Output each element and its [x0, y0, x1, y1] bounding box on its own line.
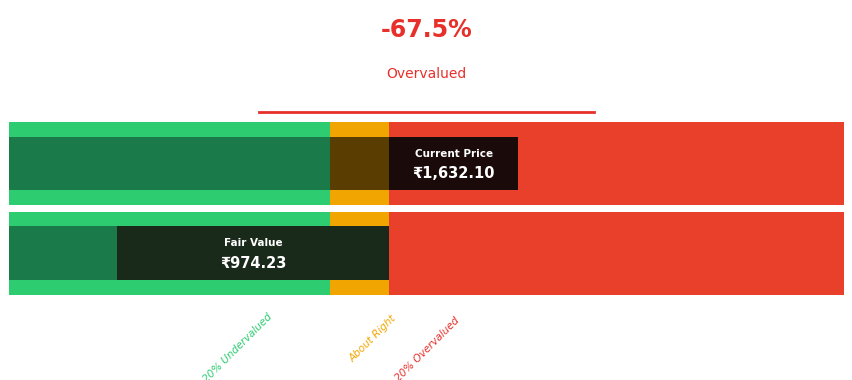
- Bar: [117, 226, 389, 280]
- Bar: [9, 212, 330, 294]
- Bar: [330, 226, 389, 280]
- Text: -67.5%: -67.5%: [380, 18, 472, 43]
- Text: 20% Overvalued: 20% Overvalued: [393, 315, 461, 380]
- Text: About Right: About Right: [348, 314, 398, 364]
- Bar: [389, 212, 843, 294]
- Bar: [9, 226, 330, 280]
- Text: ₹1,632.10: ₹1,632.10: [412, 166, 494, 181]
- Bar: [389, 136, 518, 190]
- Bar: [330, 136, 389, 190]
- Bar: [389, 122, 843, 204]
- Text: ₹974.23: ₹974.23: [220, 256, 286, 271]
- Bar: [9, 136, 330, 190]
- Text: Fair Value: Fair Value: [223, 239, 282, 249]
- Text: 20% Undervalued: 20% Undervalued: [201, 312, 274, 380]
- Text: Overvalued: Overvalued: [386, 67, 466, 81]
- Bar: [330, 122, 389, 204]
- Bar: [330, 212, 389, 294]
- Text: Current Price: Current Price: [414, 149, 492, 158]
- Bar: [9, 122, 330, 204]
